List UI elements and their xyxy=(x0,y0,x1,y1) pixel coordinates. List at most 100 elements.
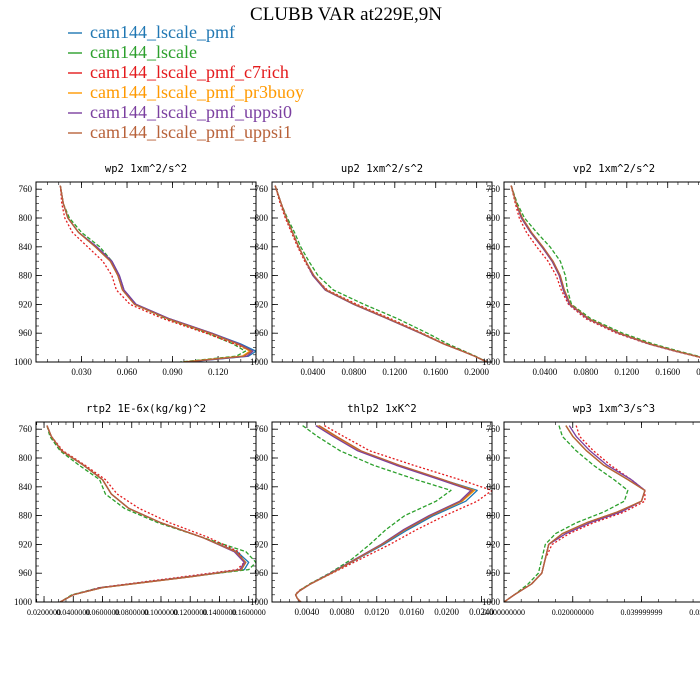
x-tick-label: 0.120 xyxy=(208,367,229,377)
y-tick-label: 880 xyxy=(487,271,501,281)
series-group xyxy=(59,185,256,362)
series-line-cam144_lscale_pmf_pr3buoy xyxy=(294,425,476,602)
series-line-cam144_lscale xyxy=(294,425,452,602)
panel: rtp2 1E-6x(kg/kg)^2 760 800 840 880 920 960 100… xyxy=(14,403,266,617)
series-line-cam144_lscale_pmf xyxy=(46,425,250,602)
y-tick-label: 760 xyxy=(487,424,501,434)
y-tick-label: 840 xyxy=(255,482,269,492)
y-tick-label: 1000 xyxy=(14,597,33,607)
y-tick-label: 920 xyxy=(19,299,33,309)
y-tick-label: 1000 xyxy=(250,597,269,607)
series-group xyxy=(294,425,492,602)
series-line-cam144_lscale xyxy=(510,185,700,358)
series-line-cam144_lscale_pmf xyxy=(504,425,646,602)
x-tick-label: 0.2000 xyxy=(464,367,489,377)
x-tick-label: 0.0120 xyxy=(364,607,389,617)
y-tick-label: 840 xyxy=(19,482,33,492)
series-line-cam144_lscale_pmf_uppsi1 xyxy=(510,185,700,358)
y-tick-label: 960 xyxy=(487,568,501,578)
x-tick-label: 0.0800000 xyxy=(115,608,149,617)
y-tick-label: 760 xyxy=(255,424,269,434)
y-tick-label: 1000 xyxy=(14,357,33,367)
panel: up2 1xm^2/s^2 760 800 840 880 920 960 1000 0.040… xyxy=(250,163,493,377)
y-tick-label: 880 xyxy=(255,511,269,521)
x-tick-label: 0.0400000 xyxy=(56,608,90,617)
x-tick-label: 0.2000 xyxy=(696,367,700,377)
panel-title: rtp2 1E-6x(kg/kg)^2 xyxy=(86,403,206,415)
y-tick-label: 960 xyxy=(19,328,33,338)
legend-label: cam144_lscale xyxy=(90,42,197,62)
plot-frame xyxy=(35,181,257,363)
x-tick-label: 0.030 xyxy=(71,367,92,377)
panels: wp2 1xm^2/s^2 760 800 840 880 920 960 1000 0.030… xyxy=(14,163,700,617)
y-tick-label: 800 xyxy=(487,453,501,463)
panel-title: up2 1xm^2/s^2 xyxy=(341,163,423,175)
y-tick-label: 960 xyxy=(19,568,33,578)
x-tick-label: 0.0160 xyxy=(399,607,424,617)
series-line-cam144_lscale xyxy=(504,425,629,602)
y-tick-label: 800 xyxy=(487,213,501,223)
series-group xyxy=(274,185,488,362)
x-tick-label: 0.0400 xyxy=(533,367,558,377)
panel: wp3 1xm^3/s^3 760 800 840 880 920 960 10000.000… xyxy=(482,403,700,617)
y-tick-label: 920 xyxy=(487,539,501,549)
y-tick-label: 760 xyxy=(255,184,269,194)
series-line-cam144_lscale_pmf_c7rich xyxy=(59,185,253,362)
series-line-cam144_lscale_pmf_c7rich xyxy=(46,425,245,602)
plot-frame xyxy=(35,421,257,603)
y-tick-label: 760 xyxy=(487,184,501,194)
y-tick-label: 1000 xyxy=(250,357,269,367)
series-line-cam144_lscale_pmf_uppsi0 xyxy=(294,425,472,602)
x-tick-label: 0.1600 xyxy=(655,367,680,377)
y-tick-label: 840 xyxy=(255,242,269,252)
plot-frame xyxy=(271,421,493,603)
legend-label: cam144_lscale_pmf_uppsi1 xyxy=(90,122,292,142)
x-tick-label: 0.1000000 xyxy=(144,608,178,617)
series-line-cam144_lscale_pmf_uppsi0 xyxy=(274,185,488,362)
x-tick-label: 0.059999999 xyxy=(689,608,700,617)
y-tick-label: 800 xyxy=(19,213,33,223)
y-tick-label: 880 xyxy=(19,511,33,521)
x-tick-label: 0.0800 xyxy=(341,367,366,377)
series-line-cam144_lscale_pmf_uppsi1 xyxy=(504,425,646,602)
x-tick-label: 0.0200000 xyxy=(27,608,61,617)
series-line-cam144_lscale_pmf_pr3buoy xyxy=(274,185,488,362)
series-line-cam144_lscale xyxy=(59,185,247,362)
y-tick-label: 880 xyxy=(255,271,269,281)
x-tick-label: 0.0040 xyxy=(295,607,320,617)
y-tick-label: 920 xyxy=(19,539,33,549)
x-tick-label: 0.1400000 xyxy=(202,608,236,617)
y-tick-label: 920 xyxy=(255,299,269,309)
y-tick-label: 800 xyxy=(19,453,33,463)
x-tick-label: 0.039999999 xyxy=(621,608,663,617)
y-tick-label: 880 xyxy=(487,511,501,521)
y-tick-label: 840 xyxy=(487,482,501,492)
x-tick-label: 0.060 xyxy=(117,367,138,377)
series-line-cam144_lscale_pmf_uppsi0 xyxy=(510,185,700,358)
x-tick-label: 0.1200000 xyxy=(173,608,207,617)
series-line-cam144_lscale_pmf_uppsi1 xyxy=(274,185,488,362)
x-tick-label: 0.000000000 xyxy=(483,608,525,617)
panel: vp2 1xm^2/s^2 760 800 840 880 920 960 1000 0.040… xyxy=(482,163,700,377)
y-tick-label: 920 xyxy=(255,539,269,549)
legend-label: cam144_lscale_pmf xyxy=(90,22,235,42)
series-line-cam144_lscale_pmf_uppsi0 xyxy=(59,185,254,362)
legend-label: cam144_lscale_pmf_uppsi0 xyxy=(90,102,292,122)
y-tick-label: 960 xyxy=(255,328,269,338)
series-line-cam144_lscale_pmf_c7rich xyxy=(504,425,646,602)
series-line-cam144_lscale_pmf_pr3buoy xyxy=(46,425,247,602)
panel-title: wp3 1xm^3/s^3 xyxy=(573,403,655,415)
panel: thlp2 1xK^2 760 800 840 880 920 960 1000 0.0040 0… xyxy=(250,403,494,617)
series-line-cam144_lscale xyxy=(274,185,488,362)
y-tick-label: 960 xyxy=(487,328,501,338)
plot-frame xyxy=(503,421,700,603)
series-line-cam144_lscale_pmf_uppsi1 xyxy=(46,425,247,602)
x-tick-label: 0.0400 xyxy=(301,367,326,377)
series-line-cam144_lscale_pmf_pr3buoy xyxy=(510,185,700,358)
series-line-cam144_lscale_pmf_uppsi1 xyxy=(294,425,474,602)
series-group xyxy=(46,425,256,602)
x-tick-label: 0.1600000 xyxy=(232,608,266,617)
y-tick-label: 760 xyxy=(19,424,33,434)
series-line-cam144_lscale_pmf_pr3buoy xyxy=(59,185,251,362)
